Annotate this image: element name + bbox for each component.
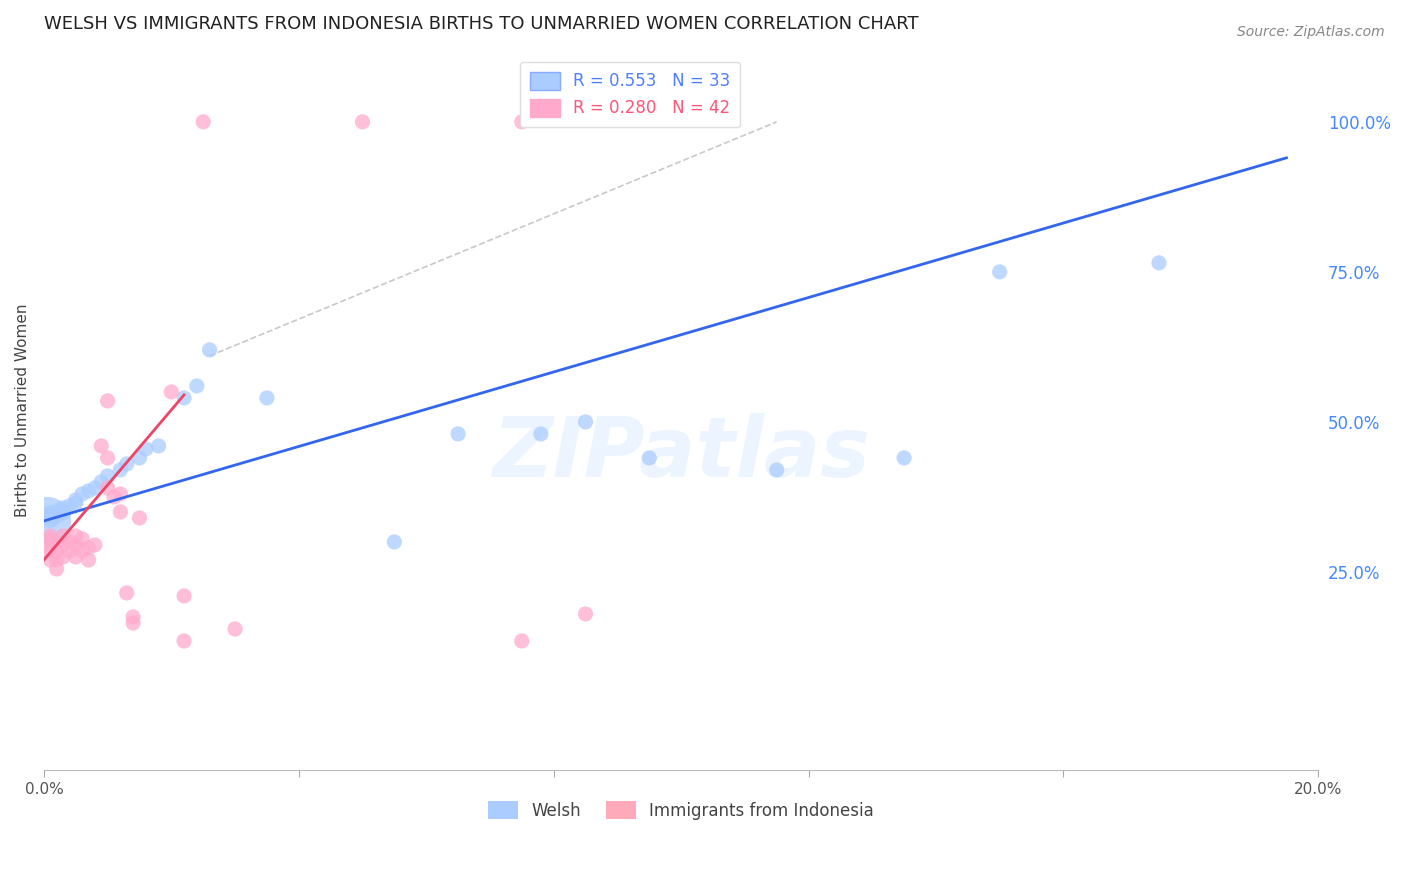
- Point: [58, 544, 80, 558]
- Point: [39, 541, 62, 555]
- Point: [52, 505, 75, 519]
- Point: [65, 529, 87, 543]
- Point: [45, 544, 67, 558]
- Point: [186, 379, 208, 393]
- Point: [45, 505, 67, 519]
- Point: [447, 426, 470, 441]
- Point: [530, 426, 553, 441]
- Point: [988, 265, 1011, 279]
- Point: [352, 115, 374, 129]
- Point: [39, 544, 62, 558]
- Point: [97, 393, 120, 408]
- Point: [765, 463, 787, 477]
- Point: [638, 450, 661, 465]
- Point: [77, 541, 100, 555]
- Point: [39, 529, 62, 543]
- Point: [224, 622, 246, 636]
- Legend: Welsh, Immigrants from Indonesia: Welsh, Immigrants from Indonesia: [481, 795, 880, 827]
- Point: [382, 535, 405, 549]
- Point: [110, 487, 132, 501]
- Point: [45, 535, 67, 549]
- Point: [115, 457, 138, 471]
- Point: [103, 490, 125, 504]
- Point: [893, 450, 915, 465]
- Point: [160, 384, 183, 399]
- Point: [45, 562, 67, 576]
- Point: [110, 505, 132, 519]
- Point: [77, 553, 100, 567]
- Point: [173, 634, 195, 648]
- Text: WELSH VS IMMIGRANTS FROM INDONESIA BIRTHS TO UNMARRIED WOMEN CORRELATION CHART: WELSH VS IMMIGRANTS FROM INDONESIA BIRTH…: [44, 15, 918, 33]
- Point: [65, 549, 87, 564]
- Point: [45, 553, 67, 567]
- Point: [39, 553, 62, 567]
- Point: [70, 487, 93, 501]
- Point: [83, 538, 105, 552]
- Point: [1147, 256, 1170, 270]
- Point: [39, 532, 62, 546]
- Point: [39, 511, 62, 525]
- Point: [110, 463, 132, 477]
- Point: [173, 391, 195, 405]
- Point: [97, 481, 120, 495]
- Point: [58, 499, 80, 513]
- Point: [574, 415, 596, 429]
- Point: [256, 391, 278, 405]
- Point: [90, 439, 112, 453]
- Point: [193, 115, 215, 129]
- Point: [115, 586, 138, 600]
- Point: [198, 343, 221, 357]
- Point: [65, 492, 87, 507]
- Point: [128, 511, 150, 525]
- Point: [58, 535, 80, 549]
- Point: [35, 514, 58, 528]
- Point: [70, 532, 93, 546]
- Point: [97, 450, 120, 465]
- Point: [128, 450, 150, 465]
- Point: [510, 634, 533, 648]
- Point: [77, 483, 100, 498]
- Point: [574, 607, 596, 621]
- Point: [52, 549, 75, 564]
- Point: [122, 615, 145, 630]
- Point: [65, 496, 87, 510]
- Point: [52, 502, 75, 516]
- Point: [83, 481, 105, 495]
- Point: [39, 508, 62, 522]
- Point: [122, 610, 145, 624]
- Point: [135, 442, 157, 456]
- Y-axis label: Births to Unmarried Women: Births to Unmarried Women: [15, 303, 30, 516]
- Point: [173, 589, 195, 603]
- Point: [52, 538, 75, 552]
- Text: ZIPatlas: ZIPatlas: [492, 413, 870, 493]
- Point: [510, 115, 533, 129]
- Point: [45, 508, 67, 522]
- Point: [52, 529, 75, 543]
- Point: [148, 439, 170, 453]
- Point: [70, 544, 93, 558]
- Point: [90, 475, 112, 489]
- Point: [97, 469, 120, 483]
- Point: [65, 538, 87, 552]
- Text: Source: ZipAtlas.com: Source: ZipAtlas.com: [1237, 25, 1385, 39]
